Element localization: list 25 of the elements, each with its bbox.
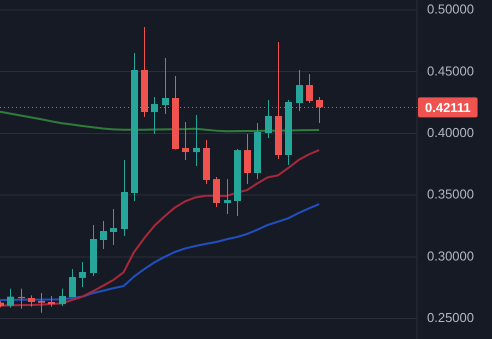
candlestick [244, 134, 251, 184]
candlestick [100, 220, 107, 250]
ref-line-label: 0.42111 [425, 100, 471, 115]
candlestick [28, 294, 35, 308]
candlestick [151, 96, 158, 135]
candlestick [59, 288, 66, 307]
candlestick [48, 296, 55, 308]
candlestick [306, 74, 313, 104]
candlestick [79, 261, 86, 288]
candlestick [213, 176, 220, 208]
candlestick [193, 114, 200, 166]
y-tick-label: 0.30000 [427, 248, 474, 264]
y-tick-label: 0.40000 [427, 124, 474, 140]
candlestick [224, 178, 231, 214]
y-tick-label: 0.45000 [427, 63, 474, 78]
candlestick [265, 99, 272, 138]
y-tick-label: 0.25000 [427, 310, 474, 326]
candlestick [110, 208, 117, 246]
y-tick-label: 0.50000 [427, 2, 474, 17]
candlestick [296, 69, 303, 112]
candlestick [69, 268, 76, 298]
candlestick [182, 122, 189, 161]
candlestick [7, 288, 14, 308]
y-tick-label: 0.35000 [427, 186, 474, 202]
candlestick [162, 58, 169, 115]
